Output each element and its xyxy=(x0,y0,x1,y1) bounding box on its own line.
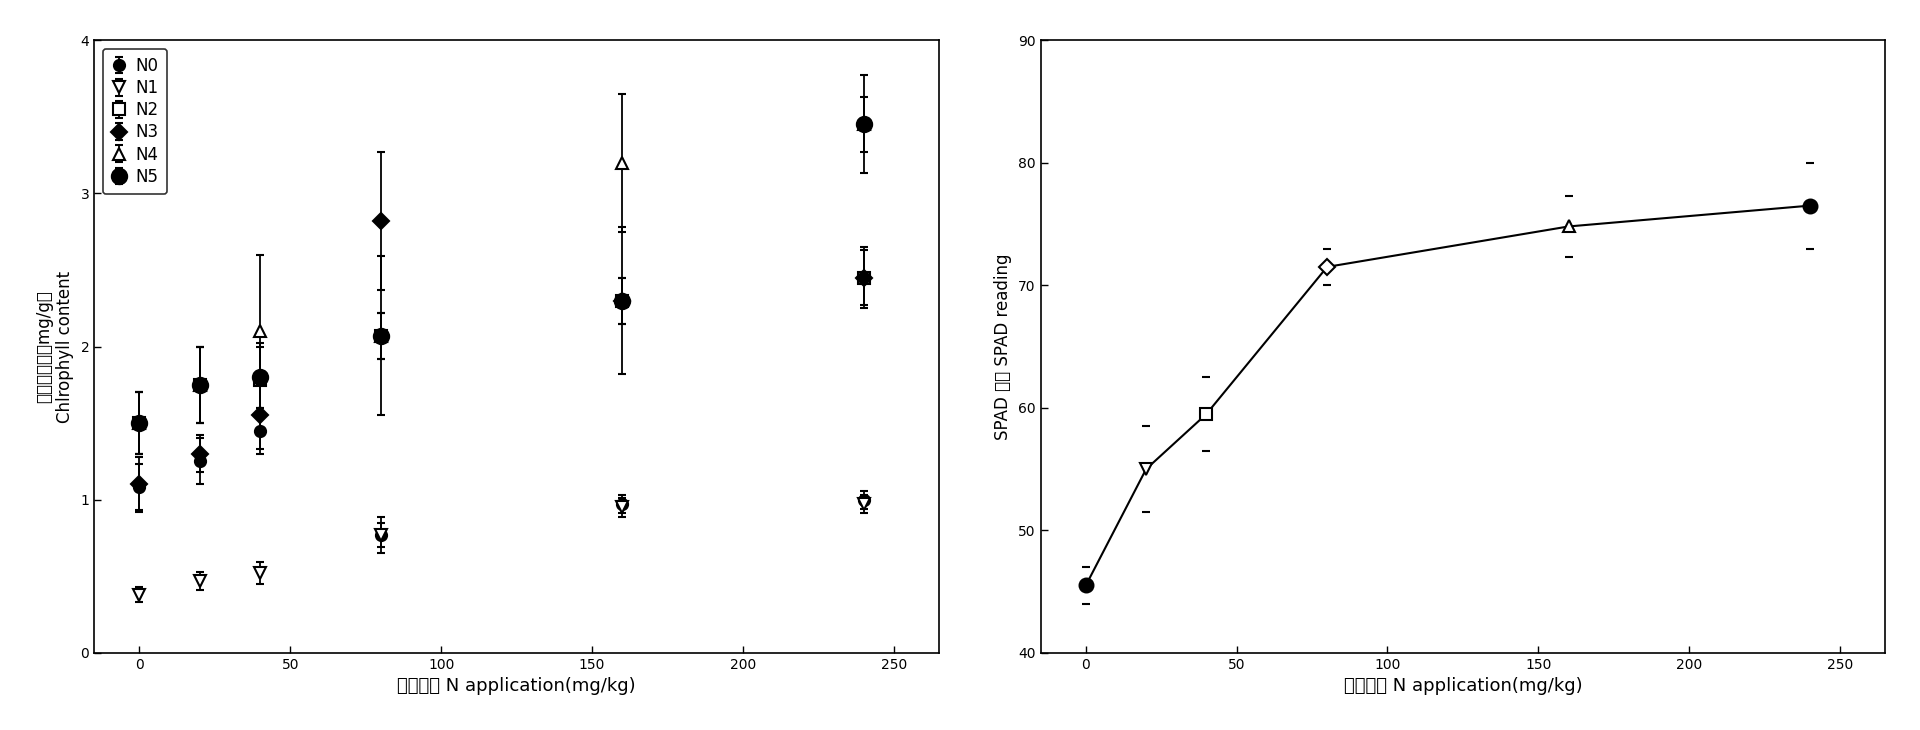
X-axis label: 氮素用量 N application(mg/kg): 氮素用量 N application(mg/kg) xyxy=(397,677,636,695)
Y-axis label: 叶绿素含量（mg/g）
Chlrophyll content: 叶绿素含量（mg/g） Chlrophyll content xyxy=(35,271,73,423)
Legend: N0, N1, N2, N3, N4, N5: N0, N1, N2, N3, N4, N5 xyxy=(102,49,167,194)
Y-axis label: SPAD 读数 SPAD reading: SPAD 读数 SPAD reading xyxy=(995,253,1012,439)
X-axis label: 氮素用量 N application(mg/kg): 氮素用量 N application(mg/kg) xyxy=(1344,677,1582,695)
